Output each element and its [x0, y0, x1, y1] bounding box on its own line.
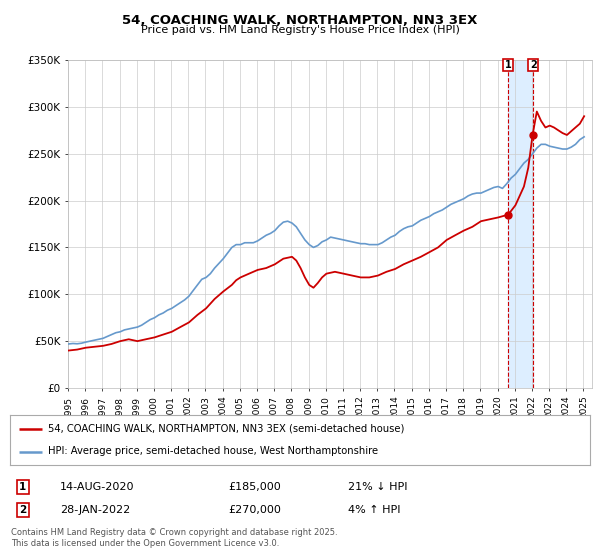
- Text: 54, COACHING WALK, NORTHAMPTON, NN3 3EX (semi-detached house): 54, COACHING WALK, NORTHAMPTON, NN3 3EX …: [48, 423, 404, 433]
- Text: HPI: Average price, semi-detached house, West Northamptonshire: HPI: Average price, semi-detached house,…: [48, 446, 378, 456]
- Text: 21% ↓ HPI: 21% ↓ HPI: [348, 482, 407, 492]
- Text: 28-JAN-2022: 28-JAN-2022: [60, 505, 130, 515]
- Text: £270,000: £270,000: [228, 505, 281, 515]
- Text: 1: 1: [19, 482, 26, 492]
- Text: £185,000: £185,000: [228, 482, 281, 492]
- Text: 14-AUG-2020: 14-AUG-2020: [60, 482, 134, 492]
- Text: 2: 2: [19, 505, 26, 515]
- Text: 54, COACHING WALK, NORTHAMPTON, NN3 3EX: 54, COACHING WALK, NORTHAMPTON, NN3 3EX: [122, 14, 478, 27]
- Bar: [508, 60, 533, 388]
- Text: Contains HM Land Registry data © Crown copyright and database right 2025.
This d: Contains HM Land Registry data © Crown c…: [11, 528, 337, 548]
- Text: Price paid vs. HM Land Registry's House Price Index (HPI): Price paid vs. HM Land Registry's House …: [140, 25, 460, 35]
- Text: 1: 1: [505, 60, 512, 70]
- Text: 2: 2: [530, 60, 536, 70]
- Text: 4% ↑ HPI: 4% ↑ HPI: [348, 505, 401, 515]
